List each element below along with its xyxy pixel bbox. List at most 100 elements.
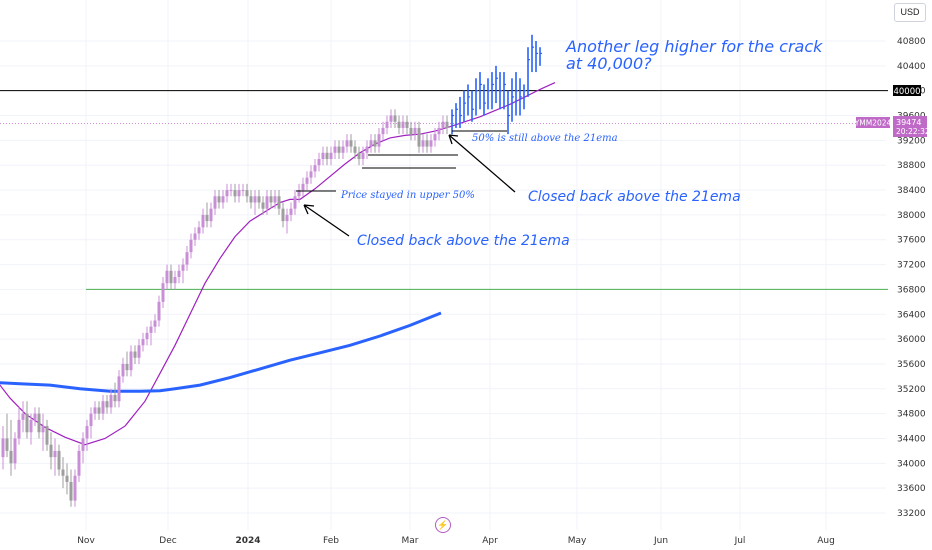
candle-body bbox=[5, 438, 9, 451]
symbol-price-label: YMM2024 39474 20:22:32 bbox=[854, 116, 930, 137]
y-tick-label: 33600 bbox=[897, 484, 926, 494]
candle-body bbox=[117, 376, 121, 402]
candle-body bbox=[429, 140, 433, 147]
y-tick-label: 38400 bbox=[897, 186, 926, 196]
candle-body bbox=[193, 233, 197, 240]
candle-body bbox=[273, 196, 277, 203]
candle-body bbox=[137, 345, 141, 358]
candle-body bbox=[313, 165, 317, 172]
arrow-icon bbox=[303, 204, 350, 237]
candle-body bbox=[445, 121, 449, 128]
candle-body bbox=[389, 115, 393, 122]
candle-body bbox=[157, 301, 161, 321]
candle-body bbox=[161, 283, 165, 302]
candle-body bbox=[257, 196, 261, 203]
symbol-label: YMM2024 bbox=[854, 119, 892, 128]
x-tick-label: Apr bbox=[482, 536, 498, 546]
candle-body bbox=[285, 214, 289, 222]
candle-body bbox=[29, 419, 33, 433]
candle-body bbox=[217, 196, 221, 203]
drawn-lines bbox=[296, 130, 507, 192]
candle-body bbox=[93, 407, 97, 414]
y-tick-label: 36000 bbox=[897, 335, 926, 345]
x-tick-label: Dec bbox=[159, 536, 176, 546]
candle-body bbox=[173, 277, 177, 284]
candle-body bbox=[329, 152, 333, 159]
candle-body bbox=[433, 134, 437, 141]
21ema-line bbox=[0, 82, 556, 446]
candle-body bbox=[45, 426, 49, 445]
candle-body bbox=[209, 208, 213, 222]
candle-body bbox=[281, 208, 285, 222]
candle-body bbox=[401, 121, 405, 128]
currency-button[interactable]: USD bbox=[894, 3, 926, 22]
lightning-icon[interactable]: ⚡ bbox=[435, 517, 451, 533]
candle-body bbox=[221, 196, 225, 203]
x-tick-label: Jul bbox=[734, 536, 746, 546]
candle-body bbox=[357, 152, 361, 159]
candle-body bbox=[241, 190, 245, 192]
candle-body bbox=[293, 196, 297, 209]
candle-body bbox=[321, 152, 325, 159]
price-label-40000: 40000 bbox=[893, 85, 921, 97]
candle-body bbox=[77, 450, 81, 476]
candle-body bbox=[165, 270, 169, 284]
candle-body bbox=[297, 190, 301, 197]
x-tick-label: 2024 bbox=[235, 536, 260, 546]
candle-body bbox=[145, 332, 149, 340]
candle-body bbox=[201, 214, 205, 228]
candle-body bbox=[369, 140, 373, 147]
candle-body bbox=[413, 127, 417, 135]
y-tick-label: 36800 bbox=[897, 285, 926, 295]
y-tick-label: 39200 bbox=[897, 136, 926, 146]
candle-body bbox=[289, 208, 293, 215]
200ema-line bbox=[0, 311, 442, 393]
price-axis[interactable]: 4080040400400003960039200388003840038000… bbox=[897, 37, 926, 519]
candle-body bbox=[133, 351, 137, 358]
candle-body bbox=[341, 146, 345, 153]
x-tick-label: Aug bbox=[817, 536, 835, 546]
candle-body bbox=[73, 475, 77, 501]
y-tick-label: 38800 bbox=[897, 161, 926, 171]
candle-body bbox=[89, 413, 93, 427]
candle-body bbox=[101, 401, 105, 414]
candle-body bbox=[233, 190, 237, 197]
y-tick-label: 33200 bbox=[897, 509, 926, 519]
candle-body bbox=[349, 140, 353, 147]
y-tick-label: 37200 bbox=[897, 261, 926, 271]
candle-body bbox=[385, 121, 389, 128]
candle-body bbox=[57, 450, 61, 470]
candle-body bbox=[373, 140, 377, 147]
candle-body bbox=[141, 339, 145, 346]
candle-body bbox=[441, 121, 445, 128]
time-axis[interactable]: Nov Dec 2024 Feb Mar Apr May Jun Jul Aug bbox=[77, 536, 835, 546]
candle-body bbox=[361, 152, 365, 159]
candle-body bbox=[265, 196, 269, 209]
candle-body bbox=[345, 140, 349, 147]
candle-body bbox=[305, 177, 309, 184]
candle-body bbox=[113, 395, 117, 402]
candle-body bbox=[225, 190, 229, 197]
candle-body bbox=[237, 190, 241, 197]
candle-body bbox=[393, 115, 397, 122]
candle-body bbox=[397, 121, 401, 128]
candle-body bbox=[149, 326, 153, 333]
candle-body bbox=[177, 270, 181, 277]
candle-body bbox=[229, 190, 233, 192]
candle-body bbox=[317, 159, 321, 166]
candle-body bbox=[69, 481, 73, 501]
candle-body bbox=[301, 183, 305, 191]
candle-body bbox=[377, 134, 381, 147]
candle-body bbox=[17, 419, 21, 439]
candle-body bbox=[121, 363, 125, 377]
candle-body bbox=[109, 395, 113, 408]
candle-body bbox=[13, 438, 17, 464]
candle-body bbox=[333, 146, 337, 153]
candle-body bbox=[61, 469, 65, 476]
candle-body bbox=[277, 196, 281, 209]
candle-body bbox=[421, 140, 425, 147]
x-tick-label: Feb bbox=[323, 536, 339, 546]
annotation-closed-above-2: Closed back above the 21ema bbox=[357, 233, 570, 249]
last-price-label: 39474 bbox=[896, 118, 921, 127]
